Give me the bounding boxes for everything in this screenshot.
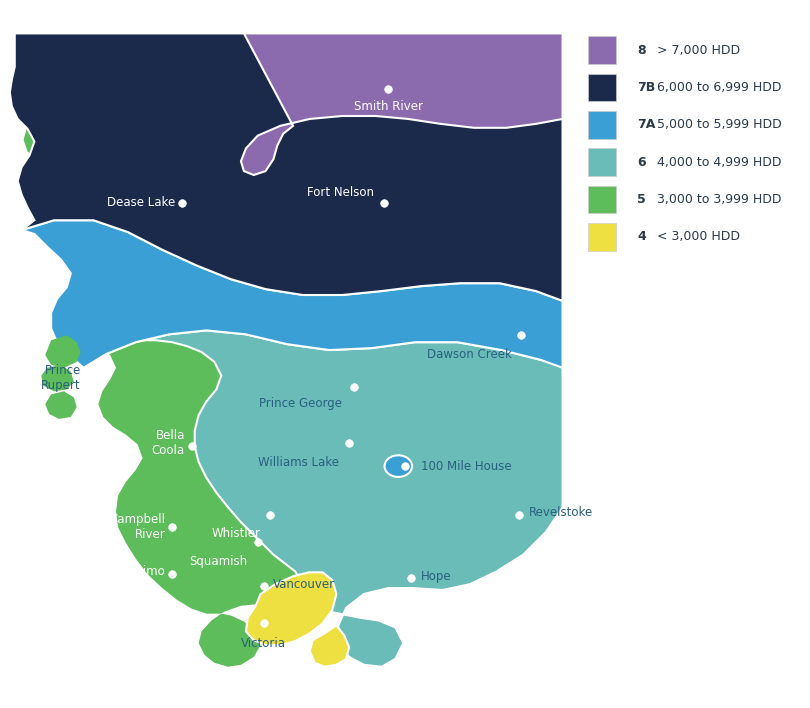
- Bar: [588, 74, 616, 101]
- Text: Prince George: Prince George: [259, 397, 343, 410]
- Text: Whistler: Whistler: [211, 527, 261, 540]
- Text: Hope: Hope: [421, 570, 451, 583]
- Bar: [588, 185, 616, 213]
- Text: Fort Nelson: Fort Nelson: [307, 186, 373, 199]
- Text: 7B: 7B: [637, 81, 655, 94]
- Polygon shape: [45, 336, 81, 367]
- Polygon shape: [15, 33, 563, 667]
- Text: Smith River: Smith River: [354, 101, 423, 113]
- Text: 100 Mile House: 100 Mile House: [421, 459, 512, 473]
- Text: Dease Lake: Dease Lake: [107, 196, 175, 209]
- Bar: [588, 223, 616, 251]
- Polygon shape: [83, 331, 563, 667]
- Polygon shape: [22, 220, 563, 367]
- Text: 8: 8: [637, 44, 646, 57]
- Text: 7A: 7A: [637, 118, 655, 132]
- Polygon shape: [10, 33, 563, 301]
- Polygon shape: [309, 625, 349, 667]
- Bar: [588, 149, 616, 176]
- Bar: [588, 111, 616, 139]
- Text: Squamish: Squamish: [190, 554, 248, 568]
- Ellipse shape: [385, 455, 412, 477]
- Text: 6: 6: [637, 156, 646, 169]
- Text: Revelstoke: Revelstoke: [529, 506, 594, 519]
- Text: Victoria: Victoria: [241, 637, 286, 650]
- Text: Vancouver: Vancouver: [274, 578, 335, 590]
- Polygon shape: [246, 572, 336, 645]
- Text: 4: 4: [637, 231, 646, 244]
- Polygon shape: [41, 365, 74, 392]
- Text: Bella
Coola: Bella Coola: [151, 430, 185, 457]
- Text: 5,000 to 5,999 HDD: 5,000 to 5,999 HDD: [657, 118, 782, 132]
- Text: Campbell
River: Campbell River: [109, 513, 165, 541]
- Text: 6,000 to 6,999 HDD: 6,000 to 6,999 HDD: [657, 81, 782, 94]
- Text: 3,000 to 3,999 HDD: 3,000 to 3,999 HDD: [657, 193, 782, 206]
- Text: Williams Lake: Williams Lake: [258, 456, 339, 469]
- Text: < 3,000 HDD: < 3,000 HDD: [657, 231, 740, 244]
- Bar: [588, 36, 616, 64]
- Text: 4,000 to 4,999 HDD: 4,000 to 4,999 HDD: [657, 156, 782, 169]
- Text: 5: 5: [637, 193, 646, 206]
- Text: Prince
Rupert: Prince Rupert: [41, 364, 81, 392]
- Text: Dawson Creek: Dawson Creek: [427, 348, 511, 361]
- Text: > 7,000 HDD: > 7,000 HDD: [657, 44, 740, 57]
- Polygon shape: [241, 33, 563, 175]
- Polygon shape: [45, 392, 77, 419]
- Text: Nanaimo: Nanaimo: [113, 565, 165, 578]
